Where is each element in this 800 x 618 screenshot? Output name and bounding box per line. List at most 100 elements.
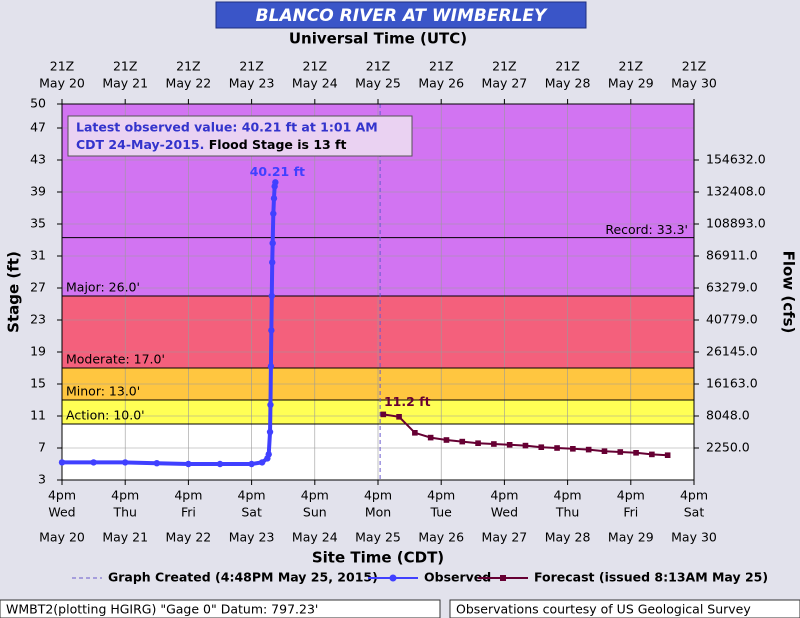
annotation: 11.2 ft bbox=[384, 394, 431, 409]
x-tick-top-date: May 24 bbox=[292, 76, 338, 91]
x-tick-time: 4pm bbox=[490, 488, 518, 503]
legend-marker bbox=[500, 575, 506, 581]
x-tick-date: May 23 bbox=[229, 530, 275, 545]
y2-axis-label: Flow (cfs) bbox=[780, 251, 798, 334]
x-tick-utc: 21Z bbox=[239, 59, 263, 74]
x-tick-date: May 25 bbox=[355, 530, 401, 545]
marker bbox=[185, 460, 192, 468]
x-tick-day: Wed bbox=[491, 505, 518, 520]
y-tick-label: 19 bbox=[30, 344, 46, 359]
legend-marker bbox=[389, 574, 397, 582]
x-tick-day: Fri bbox=[181, 505, 196, 520]
x-tick-utc: 21Z bbox=[176, 59, 200, 74]
flood-stage-note: Flood Stage is 13 ft bbox=[209, 137, 347, 152]
x-tick-day: Fri bbox=[623, 505, 638, 520]
record-label: Record: 33.3' bbox=[605, 222, 688, 237]
x-tick-top-date: May 23 bbox=[229, 76, 275, 91]
y-tick-label: 27 bbox=[30, 280, 46, 295]
x-tick-date: May 24 bbox=[292, 530, 338, 545]
marker bbox=[380, 411, 387, 418]
x-tick-date: May 28 bbox=[545, 530, 591, 545]
x-tick-date: May 29 bbox=[608, 530, 654, 545]
marker bbox=[506, 442, 513, 448]
marker bbox=[633, 450, 639, 456]
y-tick-label: 43 bbox=[30, 152, 46, 167]
x-tick-utc: 21Z bbox=[366, 59, 390, 74]
x-tick-day: Thu bbox=[555, 505, 579, 520]
x-tick-time: 4pm bbox=[364, 488, 392, 503]
x-tick-utc: 21Z bbox=[429, 59, 453, 74]
y-tick-label: 3 bbox=[38, 472, 46, 487]
y-tick-label: 23 bbox=[30, 312, 46, 327]
marker bbox=[570, 446, 576, 452]
marker bbox=[601, 448, 608, 454]
x-tick-time: 4pm bbox=[301, 488, 329, 503]
x-tick-time: 4pm bbox=[174, 488, 202, 503]
x-tick-utc: 21Z bbox=[619, 59, 643, 74]
x-tick-day: Wed bbox=[48, 505, 75, 520]
marker bbox=[491, 441, 497, 447]
footer-right: Observations courtesy of US Geological S… bbox=[456, 602, 751, 617]
y2-tick-label: 86911.0 bbox=[706, 248, 758, 263]
footer-box bbox=[449, 599, 800, 618]
y-tick-label: 11 bbox=[30, 408, 46, 423]
x-tick-top-date: May 22 bbox=[166, 76, 212, 91]
marker bbox=[266, 428, 274, 436]
y-tick-label: 50 bbox=[30, 96, 46, 111]
x-tick-top-date: May 29 bbox=[608, 76, 654, 91]
x-tick-date: May 30 bbox=[671, 530, 717, 545]
x-tick-time: 4pm bbox=[617, 488, 645, 503]
marker bbox=[258, 459, 266, 466]
y-axis-label: Stage (ft) bbox=[5, 251, 23, 333]
marker bbox=[269, 259, 276, 266]
x-tick-day: Sun bbox=[303, 505, 327, 520]
threshold-label: Minor: 13.0' bbox=[66, 384, 140, 399]
x-tick-day: Sat bbox=[684, 505, 705, 520]
y-tick-label: 47 bbox=[30, 120, 46, 135]
x-tick-time: 4pm bbox=[48, 488, 76, 503]
marker bbox=[538, 444, 545, 450]
x-tick-top-date: May 25 bbox=[355, 76, 401, 91]
marker bbox=[58, 459, 66, 466]
marker bbox=[272, 179, 279, 186]
x-tick-utc: 21Z bbox=[492, 59, 516, 74]
x-tick-date: May 27 bbox=[482, 530, 528, 545]
marker bbox=[248, 460, 255, 468]
marker bbox=[216, 460, 224, 468]
marker bbox=[396, 414, 402, 420]
x-tick-date: May 22 bbox=[166, 530, 212, 545]
y-tick-label: 15 bbox=[30, 376, 46, 391]
marker bbox=[649, 451, 655, 458]
marker bbox=[267, 401, 274, 408]
x-tick-day: Sat bbox=[241, 505, 262, 520]
info-box bbox=[67, 115, 413, 157]
info-text: CDT 24-May-2015. Flood Stage is 13 ft bbox=[76, 137, 347, 152]
plot-layer: Action: 10.0' Minor: 13.0' Moderate: 17.0'… bbox=[30, 59, 766, 545]
x-tick-top-date: May 28 bbox=[545, 76, 591, 91]
legend-label: Graph Created (4:48PM May 25, 2015) bbox=[108, 570, 378, 585]
x-tick-time: 4pm bbox=[680, 488, 708, 503]
x-tick-time: 4pm bbox=[554, 488, 582, 503]
marker bbox=[459, 438, 466, 445]
x-tick-utc: 21Z bbox=[113, 59, 137, 74]
y2-tick-label: 154632.0 bbox=[706, 152, 766, 167]
x-tick-date: May 21 bbox=[102, 530, 148, 545]
x-tick-utc: 21Z bbox=[555, 59, 579, 74]
x-tick-top-date: May 21 bbox=[102, 76, 148, 91]
y-tick-label: 31 bbox=[30, 248, 46, 263]
marker bbox=[122, 459, 129, 466]
x-tick-utc: 21Z bbox=[50, 59, 74, 74]
marker bbox=[475, 440, 481, 446]
x-tick-time: 4pm bbox=[238, 488, 266, 503]
marker bbox=[617, 449, 624, 455]
marker bbox=[443, 437, 450, 443]
x-tick-top-date: May 30 bbox=[671, 76, 717, 91]
marker bbox=[265, 451, 272, 458]
x-tick-date: May 20 bbox=[39, 530, 85, 545]
y2-tick-label: 63279.0 bbox=[706, 280, 758, 295]
marker bbox=[90, 459, 97, 466]
marker bbox=[269, 240, 276, 247]
x-tick-time: 4pm bbox=[111, 488, 139, 503]
